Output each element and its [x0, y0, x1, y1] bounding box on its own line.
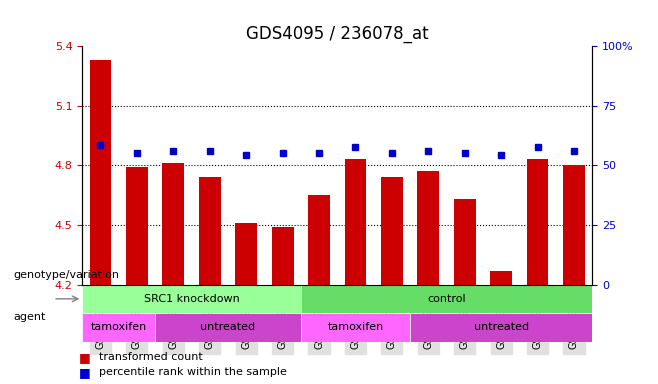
Bar [381, 177, 403, 285]
Bar [89, 60, 111, 285]
Text: agent: agent [13, 312, 45, 322]
Bar [308, 195, 330, 285]
Text: tamoxifen: tamoxifen [327, 323, 384, 333]
FancyBboxPatch shape [301, 313, 410, 342]
Bar [417, 171, 440, 285]
Text: tamoxifen: tamoxifen [91, 323, 147, 333]
Text: untreated: untreated [474, 323, 528, 333]
Text: control: control [427, 294, 466, 304]
Text: untreated: untreated [201, 323, 255, 333]
FancyBboxPatch shape [82, 313, 155, 342]
FancyBboxPatch shape [410, 313, 592, 342]
Bar [272, 227, 293, 285]
Text: ■: ■ [79, 351, 91, 364]
Bar [563, 165, 585, 285]
Text: ■: ■ [79, 366, 91, 379]
Text: transformed count: transformed count [99, 352, 203, 362]
Bar [526, 159, 549, 285]
Title: GDS4095 / 236078_at: GDS4095 / 236078_at [246, 25, 428, 43]
Bar [454, 199, 476, 285]
Bar [345, 159, 367, 285]
FancyBboxPatch shape [301, 285, 592, 313]
Text: percentile rank within the sample: percentile rank within the sample [99, 367, 287, 377]
Bar [490, 271, 512, 285]
FancyBboxPatch shape [82, 285, 301, 313]
Bar [236, 223, 257, 285]
Text: genotype/variation: genotype/variation [13, 270, 119, 280]
Bar [163, 163, 184, 285]
Bar [126, 167, 148, 285]
Bar [199, 177, 220, 285]
FancyBboxPatch shape [155, 313, 301, 342]
Text: SRC1 knockdown: SRC1 knockdown [143, 294, 240, 304]
